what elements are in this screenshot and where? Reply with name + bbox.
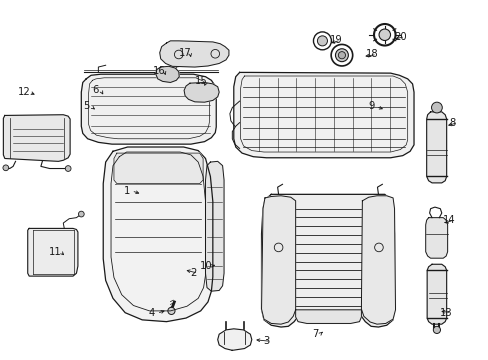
Polygon shape <box>427 264 446 324</box>
Polygon shape <box>205 161 224 291</box>
Polygon shape <box>295 310 361 323</box>
Polygon shape <box>261 194 394 327</box>
Polygon shape <box>261 196 295 324</box>
Text: 8: 8 <box>449 118 455 128</box>
Text: 15: 15 <box>195 76 207 86</box>
Circle shape <box>335 49 347 62</box>
Circle shape <box>167 307 175 315</box>
Text: 5: 5 <box>83 102 89 112</box>
Text: 20: 20 <box>393 32 406 41</box>
Circle shape <box>432 326 440 333</box>
Text: 12: 12 <box>18 87 31 97</box>
Polygon shape <box>103 147 212 321</box>
Circle shape <box>317 36 327 46</box>
Text: 18: 18 <box>365 49 378 59</box>
Text: 1: 1 <box>123 186 129 196</box>
Circle shape <box>78 211 84 217</box>
Polygon shape <box>217 329 251 350</box>
Polygon shape <box>81 74 216 144</box>
Polygon shape <box>160 41 228 67</box>
Polygon shape <box>156 66 179 82</box>
Polygon shape <box>233 72 413 158</box>
Polygon shape <box>361 196 395 324</box>
Circle shape <box>338 51 345 59</box>
Polygon shape <box>3 115 70 161</box>
Text: 17: 17 <box>178 48 191 58</box>
Polygon shape <box>28 228 78 276</box>
Text: 19: 19 <box>329 35 342 45</box>
Text: 16: 16 <box>153 66 165 76</box>
Polygon shape <box>426 112 446 183</box>
Circle shape <box>3 165 9 171</box>
Text: 13: 13 <box>439 308 452 318</box>
Text: 14: 14 <box>442 215 454 225</box>
Circle shape <box>65 166 71 171</box>
Text: 6: 6 <box>93 85 99 95</box>
Text: 2: 2 <box>190 268 196 278</box>
Text: 4: 4 <box>148 309 155 318</box>
Text: 11: 11 <box>49 247 62 257</box>
Polygon shape <box>425 218 447 258</box>
Polygon shape <box>183 82 219 102</box>
Circle shape <box>430 102 441 113</box>
Polygon shape <box>114 153 203 184</box>
Text: 9: 9 <box>367 102 374 112</box>
Circle shape <box>378 29 390 41</box>
Text: 3: 3 <box>263 336 269 346</box>
Text: 10: 10 <box>200 261 212 271</box>
Text: 7: 7 <box>311 329 318 339</box>
